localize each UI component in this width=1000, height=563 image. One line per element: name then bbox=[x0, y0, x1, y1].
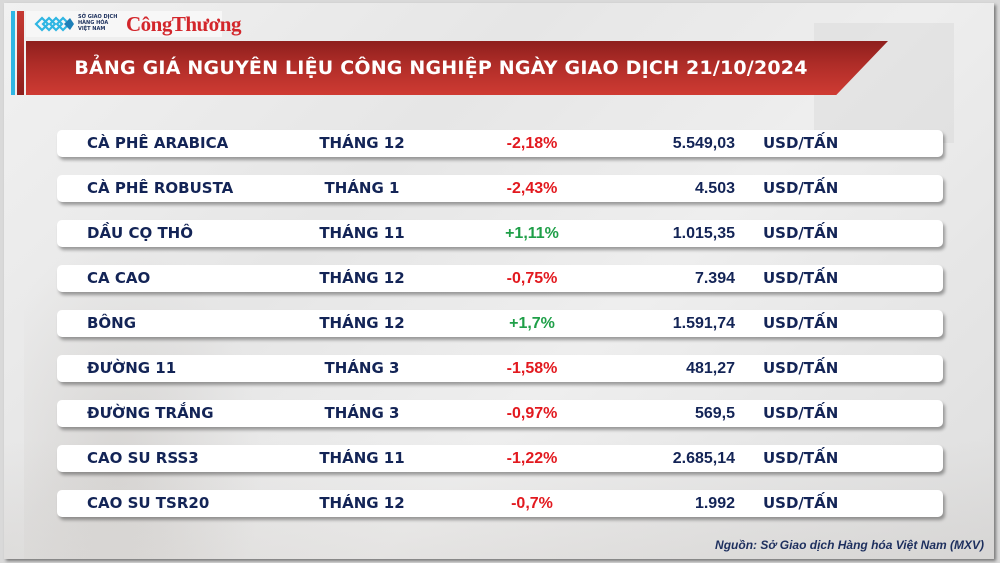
commodity-name: CÀ PHÊ ARABICA bbox=[87, 134, 229, 152]
commodity-name: CAO SU TSR20 bbox=[87, 494, 210, 512]
mxv-logo-text: SỞ GIAO DỊCH HÀNG HÓA VIỆT NAM bbox=[78, 14, 118, 32]
table-row: CÀ PHÊ ARABICA THÁNG 12 -2,18% 5.549,03 … bbox=[57, 130, 943, 157]
contract-month: THÁNG 11 bbox=[319, 224, 405, 242]
contract-month: THÁNG 12 bbox=[319, 269, 405, 287]
contract-month: THÁNG 12 bbox=[319, 314, 405, 332]
table-row: ĐƯỜNG 11 THÁNG 3 -1,58% 481,27 USD/TẤN bbox=[57, 355, 943, 382]
title-banner bbox=[26, 41, 888, 95]
percent-change: +1,11% bbox=[505, 225, 559, 242]
price-unit: USD/TẤN bbox=[763, 314, 839, 332]
price-value: 7.394 bbox=[694, 270, 735, 287]
commodity-name: BÔNG bbox=[87, 314, 137, 332]
commodity-name: ĐƯỜNG TRẮNG bbox=[87, 404, 214, 422]
price-unit: USD/TẤN bbox=[763, 179, 839, 197]
price-value: 4.503 bbox=[694, 180, 735, 197]
price-value: 2.685,14 bbox=[672, 450, 735, 467]
percent-change: -1,22% bbox=[506, 450, 558, 467]
congthuong-logo: CôngThương bbox=[126, 12, 241, 36]
price-unit: USD/TẤN bbox=[763, 269, 839, 287]
contract-month: THÁNG 12 bbox=[319, 494, 405, 512]
commodity-name: ĐƯỜNG 11 bbox=[87, 359, 177, 377]
commodity-name: CÀ PHÊ ROBUSTA bbox=[87, 179, 234, 197]
percent-change: -2,18% bbox=[506, 135, 558, 152]
page-title: BẢNG GIÁ NGUYÊN LIỆU CÔNG NGHIỆP NGÀY GI… bbox=[74, 57, 808, 79]
table-row: CAO SU TSR20 THÁNG 12 -0,7% 1.992 USD/TẤ… bbox=[57, 490, 943, 517]
mxv-logo-icon bbox=[34, 16, 74, 32]
percent-change: -0,75% bbox=[506, 270, 558, 287]
contract-month: THÁNG 1 bbox=[324, 179, 400, 197]
contract-month: THÁNG 12 bbox=[319, 134, 405, 152]
contract-month: THÁNG 3 bbox=[324, 404, 400, 422]
price-unit: USD/TẤN bbox=[763, 134, 839, 152]
contract-month: THÁNG 11 bbox=[319, 449, 405, 467]
percent-change: -1,58% bbox=[506, 360, 558, 377]
infographic-frame: SỞ GIAO DỊCH HÀNG HÓA VIỆT NAM CôngThươn… bbox=[4, 3, 994, 559]
table-row: BÔNG THÁNG 12 +1,7% 1.591,74 USD/TẤN bbox=[57, 310, 943, 337]
percent-change: -2,43% bbox=[506, 180, 558, 197]
commodity-name: CAO SU RSS3 bbox=[87, 449, 199, 467]
accent-bar-blue bbox=[11, 11, 15, 95]
price-unit: USD/TẤN bbox=[763, 494, 839, 512]
commodity-name: DẦU CỌ THÔ bbox=[87, 224, 193, 242]
table-row: ĐƯỜNG TRẮNG THÁNG 3 -0,97% 569,5 USD/TẤN bbox=[57, 400, 943, 427]
commodity-name: CA CAO bbox=[87, 269, 151, 287]
price-value: 1.015,35 bbox=[672, 225, 735, 242]
table-row: CÀ PHÊ ROBUSTA THÁNG 1 -2,43% 4.503 USD/… bbox=[57, 175, 943, 202]
table-row: CA CAO THÁNG 12 -0,75% 7.394 USD/TẤN bbox=[57, 265, 943, 292]
price-value: 5.549,03 bbox=[672, 135, 735, 152]
price-value: 1.992 bbox=[694, 495, 735, 512]
price-value: 481,27 bbox=[686, 360, 735, 377]
price-unit: USD/TẤN bbox=[763, 359, 839, 377]
accent-bar-red bbox=[17, 11, 24, 95]
source-caption: Nguồn: Sở Giao dịch Hàng hóa Việt Nam (M… bbox=[715, 538, 984, 552]
price-unit: USD/TẤN bbox=[763, 449, 839, 467]
contract-month: THÁNG 3 bbox=[324, 359, 400, 377]
percent-change: -0,7% bbox=[511, 495, 553, 512]
percent-change: +1,7% bbox=[509, 315, 555, 332]
price-unit: USD/TẤN bbox=[763, 224, 839, 242]
table-row: DẦU CỌ THÔ THÁNG 11 +1,11% 1.015,35 USD/… bbox=[57, 220, 943, 247]
price-value: 1.591,74 bbox=[672, 315, 735, 332]
table-row: CAO SU RSS3 THÁNG 11 -1,22% 2.685,14 USD… bbox=[57, 445, 943, 472]
price-value: 569,5 bbox=[694, 405, 735, 422]
logo-strip: SỞ GIAO DỊCH HÀNG HÓA VIỆT NAM CôngThươn… bbox=[26, 11, 241, 37]
percent-change: -0,97% bbox=[506, 405, 558, 422]
price-unit: USD/TẤN bbox=[763, 404, 839, 422]
